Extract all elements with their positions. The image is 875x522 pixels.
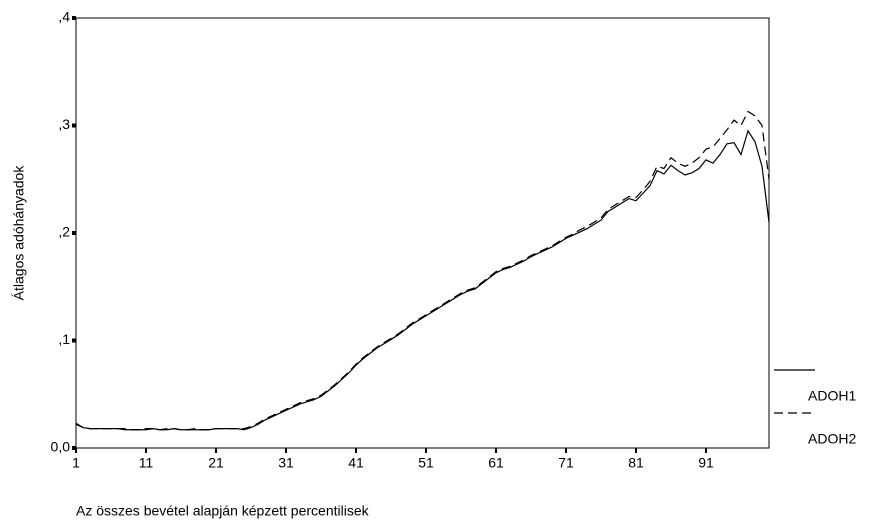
legend-label: ADOH2 [808,431,856,447]
y-tick [72,16,76,20]
series-line [75,129,770,431]
x-tick-label: 81 [628,455,644,471]
y-tick-label: ,3 [58,116,70,132]
x-tick-label: 91 [698,455,714,471]
x-tick-label: 51 [418,455,434,471]
y-tick [72,123,76,128]
y-tick [72,446,76,450]
x-tick-label: 21 [208,455,224,471]
x-tick-label: 41 [348,455,364,471]
plot-frame [75,17,770,449]
y-tick-label: 0,0 [51,439,71,455]
x-axis-title: Az összes bevétel alapján képzett percen… [76,503,370,519]
y-axis-title: Átlagos adóhányadok [11,165,27,301]
y-tick-label: ,2 [58,224,70,240]
y-tick-label: ,4 [58,9,70,25]
y-tick [72,231,76,235]
x-tick-label: 61 [488,455,504,471]
x-tick-label: 71 [558,455,574,471]
y-tick-label: ,1 [58,331,70,347]
x-tick-label: 31 [278,455,294,471]
y-tick [72,338,76,343]
legend-label: ADOH1 [808,388,856,404]
series-line [75,110,770,431]
x-tick-label: 11 [139,455,154,471]
x-tick-label: 1 [72,455,80,471]
